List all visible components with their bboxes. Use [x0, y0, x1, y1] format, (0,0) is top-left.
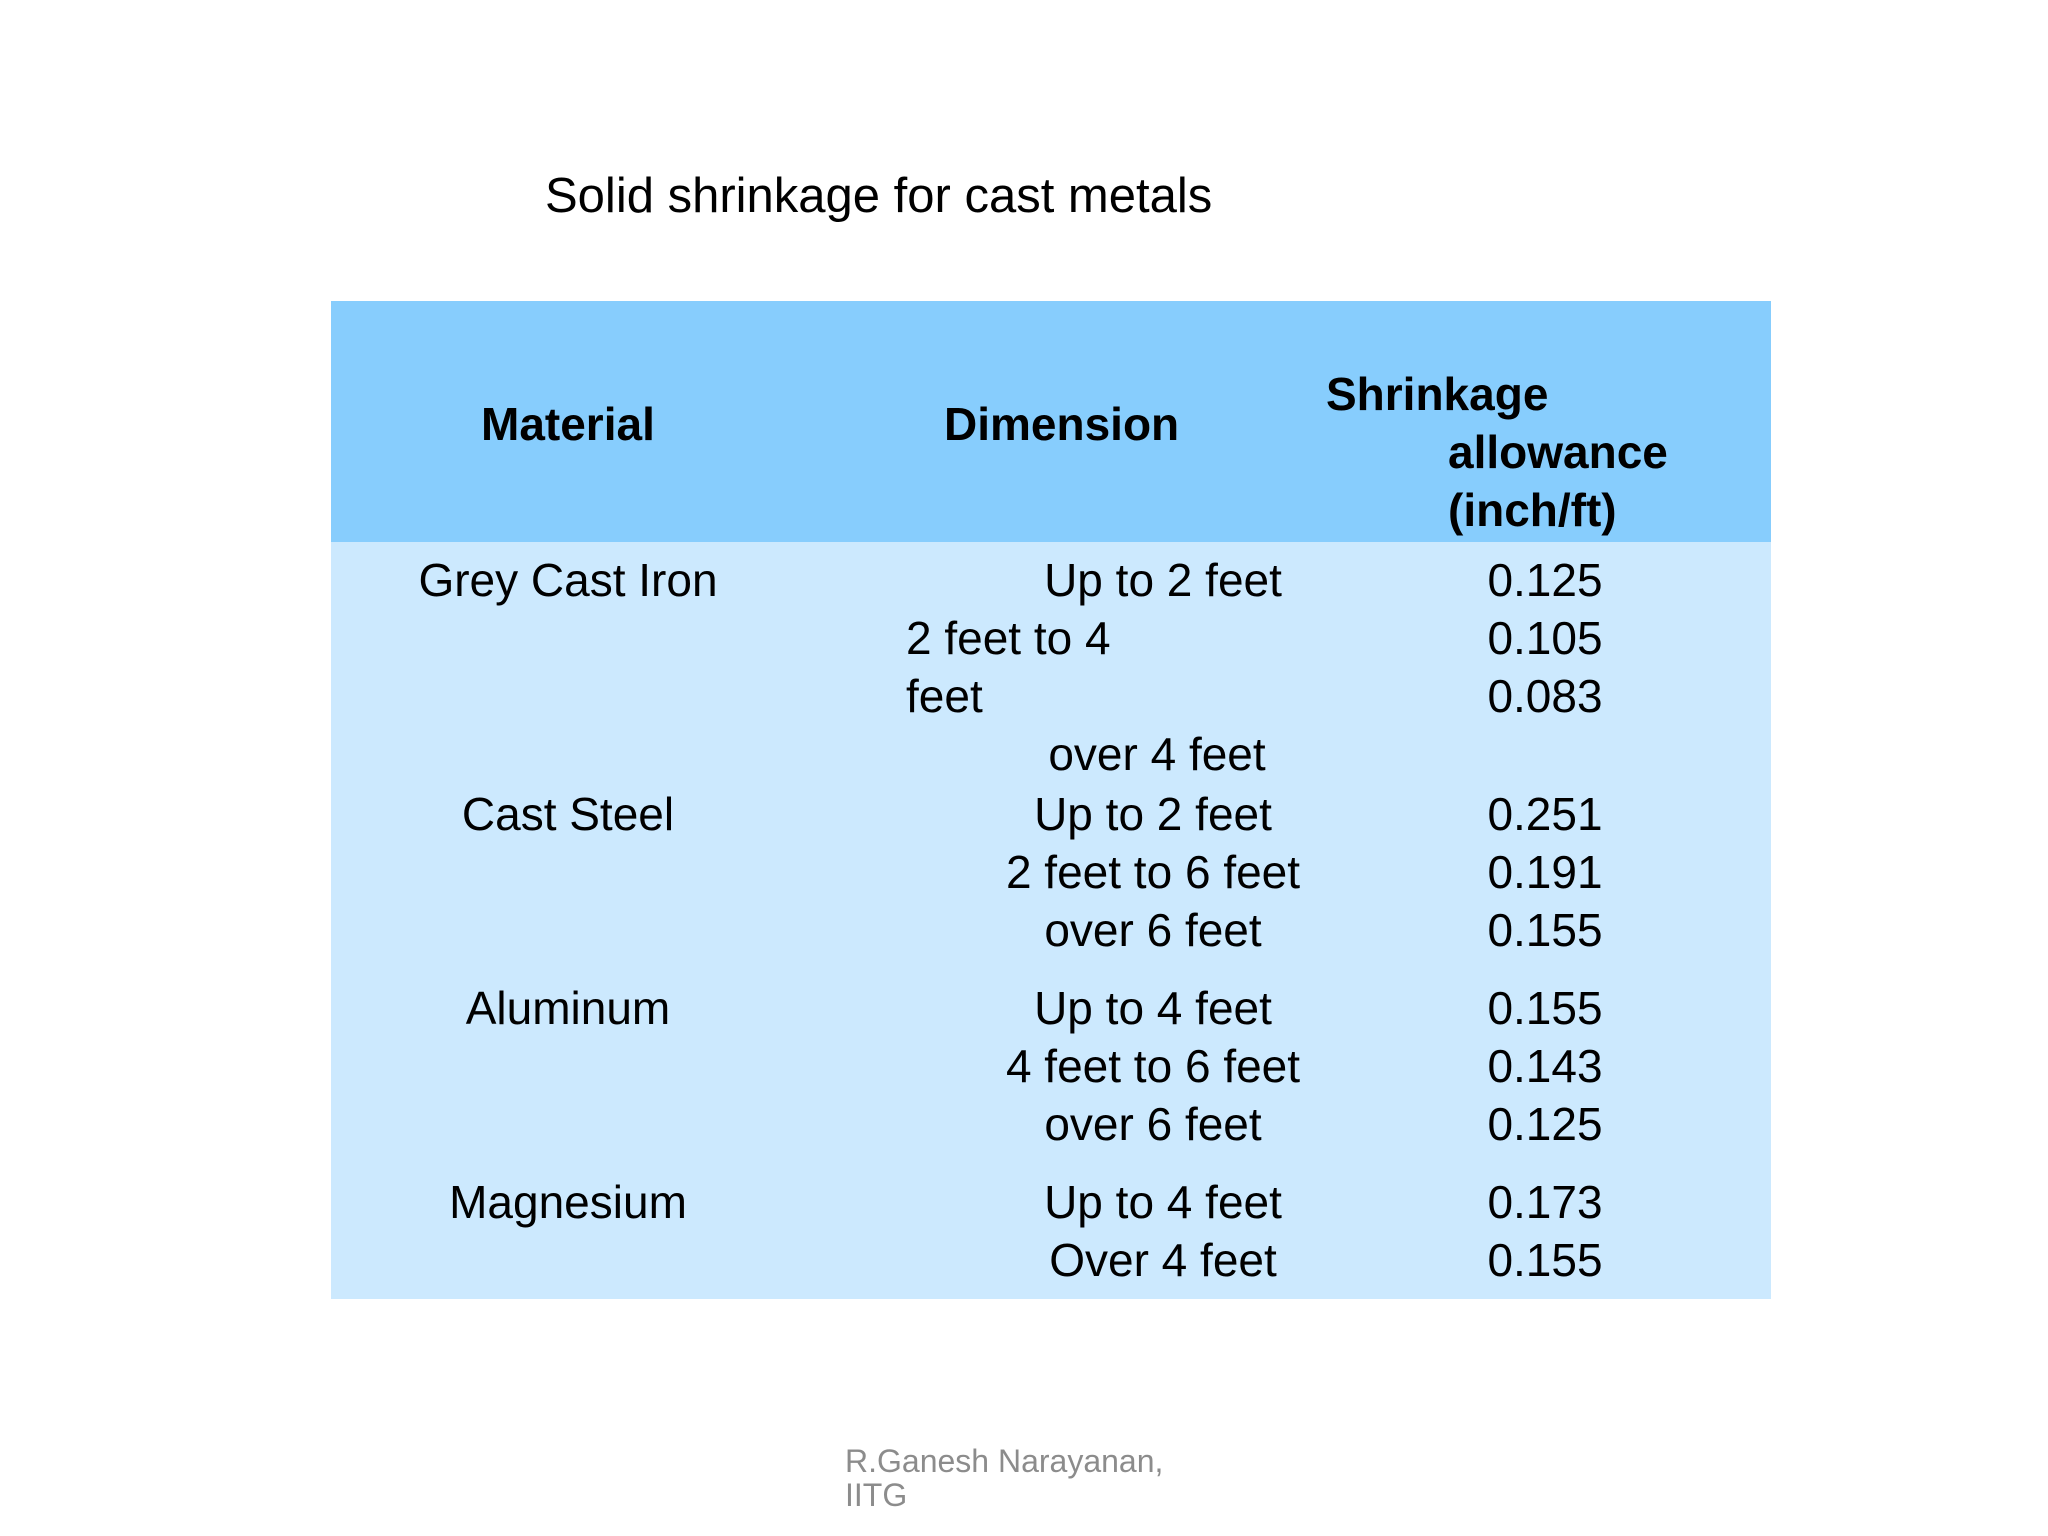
material-grey-cast-iron: Grey Cast Iron: [418, 554, 718, 606]
dimension-cell: Up to 2 feet: [1034, 788, 1272, 840]
material-aluminum: Aluminum: [465, 982, 671, 1034]
dimension-cell: over 6 feet: [1044, 1098, 1262, 1150]
header-shrinkage-line3: (inch/ft): [1448, 484, 1617, 536]
dimension-cell: over 4 feet: [1048, 728, 1266, 780]
footer-author: R.Ganesh Narayanan, IITG: [845, 1444, 1163, 1512]
value-cell: 0.125: [1487, 1098, 1603, 1150]
dimension-cell: feet: [906, 670, 983, 722]
material-cast-steel: Cast Steel: [461, 788, 675, 840]
material-magnesium: Magnesium: [449, 1176, 687, 1228]
dimension-cell: over 6 feet: [1044, 904, 1262, 956]
header-shrinkage-allowance: Shrinkage allowance (inch/ft): [1326, 365, 1668, 539]
value-cell: 0.155: [1487, 904, 1603, 956]
value-cell: 0.155: [1487, 982, 1603, 1034]
value-cell: 0.083: [1487, 670, 1603, 722]
value-cell: 0.251: [1487, 788, 1603, 840]
dimension-cell: Up to 2 feet: [1044, 554, 1282, 606]
value-cell: 0.143: [1487, 1040, 1603, 1092]
dimension-cell: 2 feet to 4: [906, 612, 1111, 664]
header-material: Material: [481, 398, 655, 450]
dimension-cell: Over 4 feet: [1049, 1234, 1277, 1286]
slide-title: Solid shrinkage for cast metals: [545, 169, 1213, 223]
header-shrinkage-line2: allowance: [1448, 426, 1668, 478]
header-dimension: Dimension: [944, 398, 1180, 450]
value-cell: 0.173: [1487, 1176, 1603, 1228]
dimension-cell: Up to 4 feet: [1044, 1176, 1282, 1228]
value-cell: 0.105: [1487, 612, 1603, 664]
dimension-cell: 4 feet to 6 feet: [1005, 1040, 1301, 1092]
table-header-row: Material Dimension Shrinkage allowance (…: [331, 301, 1771, 542]
header-shrinkage-line1: Shrinkage: [1326, 368, 1549, 420]
footer-line1: R.Ganesh Narayanan,: [845, 1443, 1164, 1479]
footer-line2: IITG: [845, 1477, 908, 1513]
dimension-cell: 2 feet to 6 feet: [1005, 846, 1301, 898]
shrinkage-table: Material Dimension Shrinkage allowance (…: [331, 301, 1771, 1299]
dimension-cell: Up to 4 feet: [1034, 982, 1272, 1034]
value-cell: 0.155: [1487, 1234, 1603, 1286]
value-cell: 0.125: [1487, 554, 1603, 606]
value-cell: 0.191: [1487, 846, 1603, 898]
